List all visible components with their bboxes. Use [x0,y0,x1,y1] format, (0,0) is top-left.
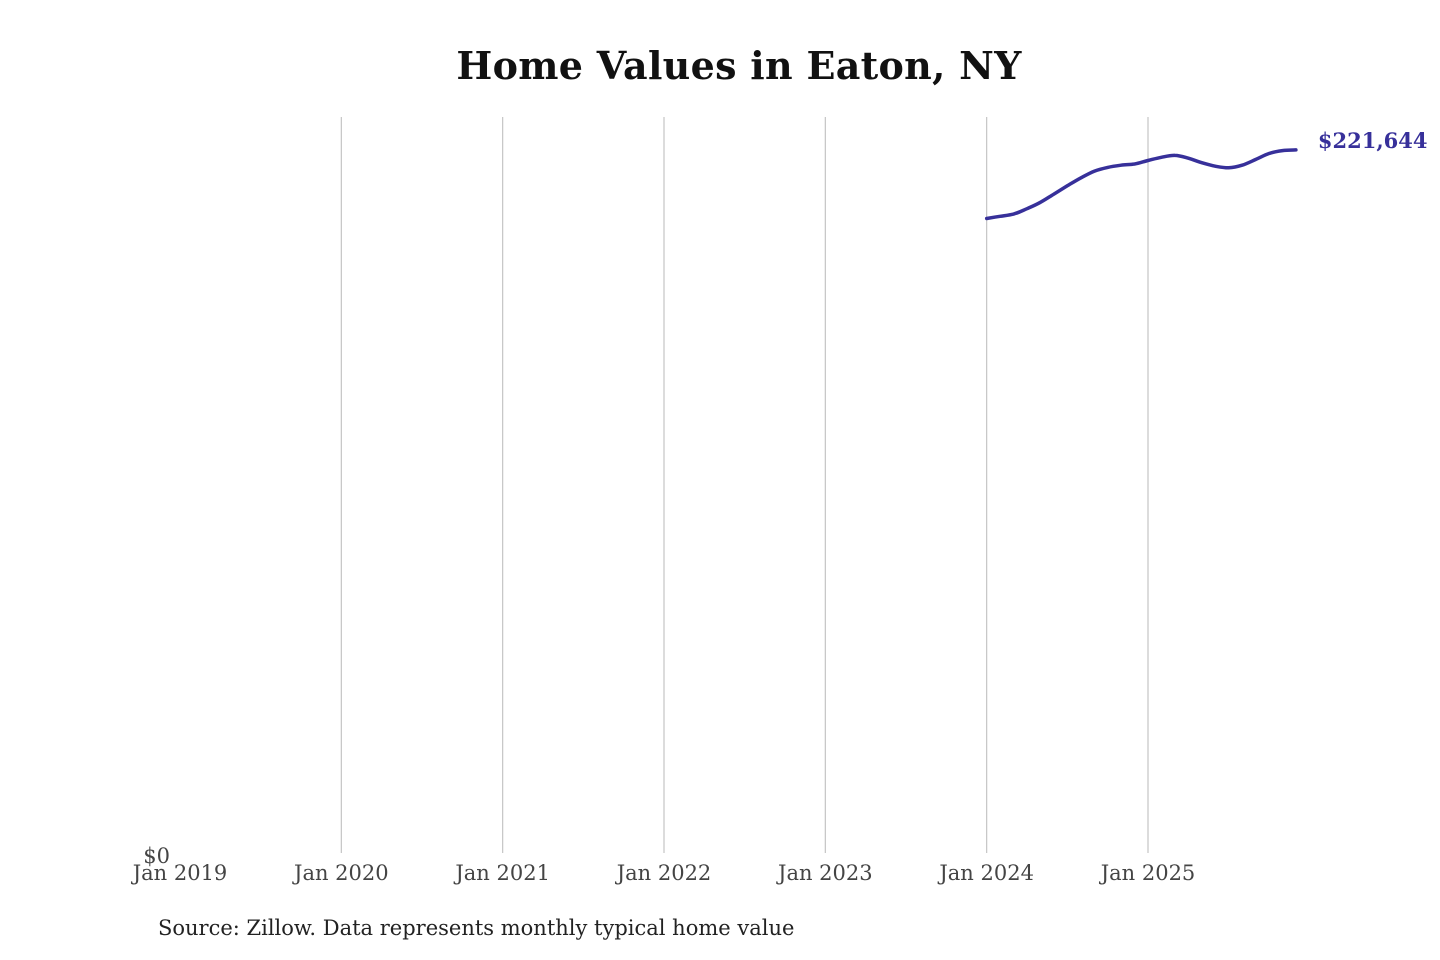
x-tick-label: Jan 2020 [292,861,389,885]
x-tick-label: Jan 2019 [131,861,228,885]
x-tick-label: Jan 2021 [453,861,550,885]
chart-title: Home Values in Eaton, NY [456,43,1022,88]
x-tick-label: Jan 2025 [1099,861,1196,885]
gridlines [340,117,1149,853]
x-tick-label: Jan 2023 [776,861,873,885]
x-tick-label: Jan 2024 [937,861,1034,885]
source-note: Source: Zillow. Data represents monthly … [158,916,795,940]
x-tick-label: Jan 2022 [615,861,712,885]
end-value-label: $221,644 [1318,128,1428,153]
axis-ticks: Jan 2019 Jan 2020 Jan 2021 Jan 2022 Jan 2023… [131,844,1196,885]
home-value-line [984,148,1298,221]
series-layer [984,148,1298,221]
y-tick-label: $0 [143,844,170,868]
